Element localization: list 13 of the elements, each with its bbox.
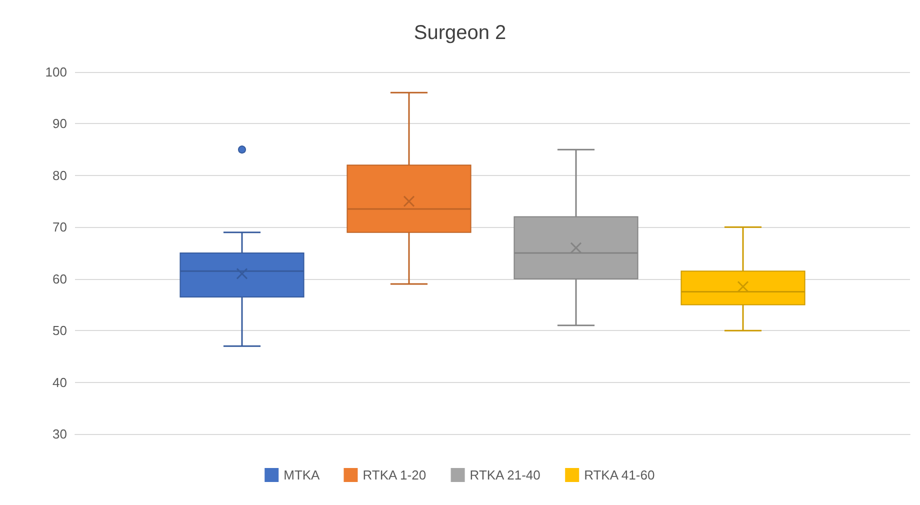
y-tick-label: 80	[52, 168, 67, 183]
legend-label: RTKA 1-20	[362, 468, 426, 482]
y-tick-label: 30	[52, 426, 67, 442]
y-tick-label: 60	[52, 271, 67, 286]
y-tick-label: 40	[52, 374, 67, 390]
legend-label: RTKA 41-60	[584, 468, 655, 482]
y-tick-label: 70	[52, 220, 67, 235]
y-tick-label: 50	[52, 323, 67, 338]
chart-title: Surgeon 2	[414, 22, 506, 44]
legend-label: MTKA	[284, 468, 320, 482]
y-tick-label: 90	[52, 116, 67, 132]
y-tick-label: 100	[45, 64, 67, 80]
legend-label: RTKA 21-40	[470, 468, 540, 482]
